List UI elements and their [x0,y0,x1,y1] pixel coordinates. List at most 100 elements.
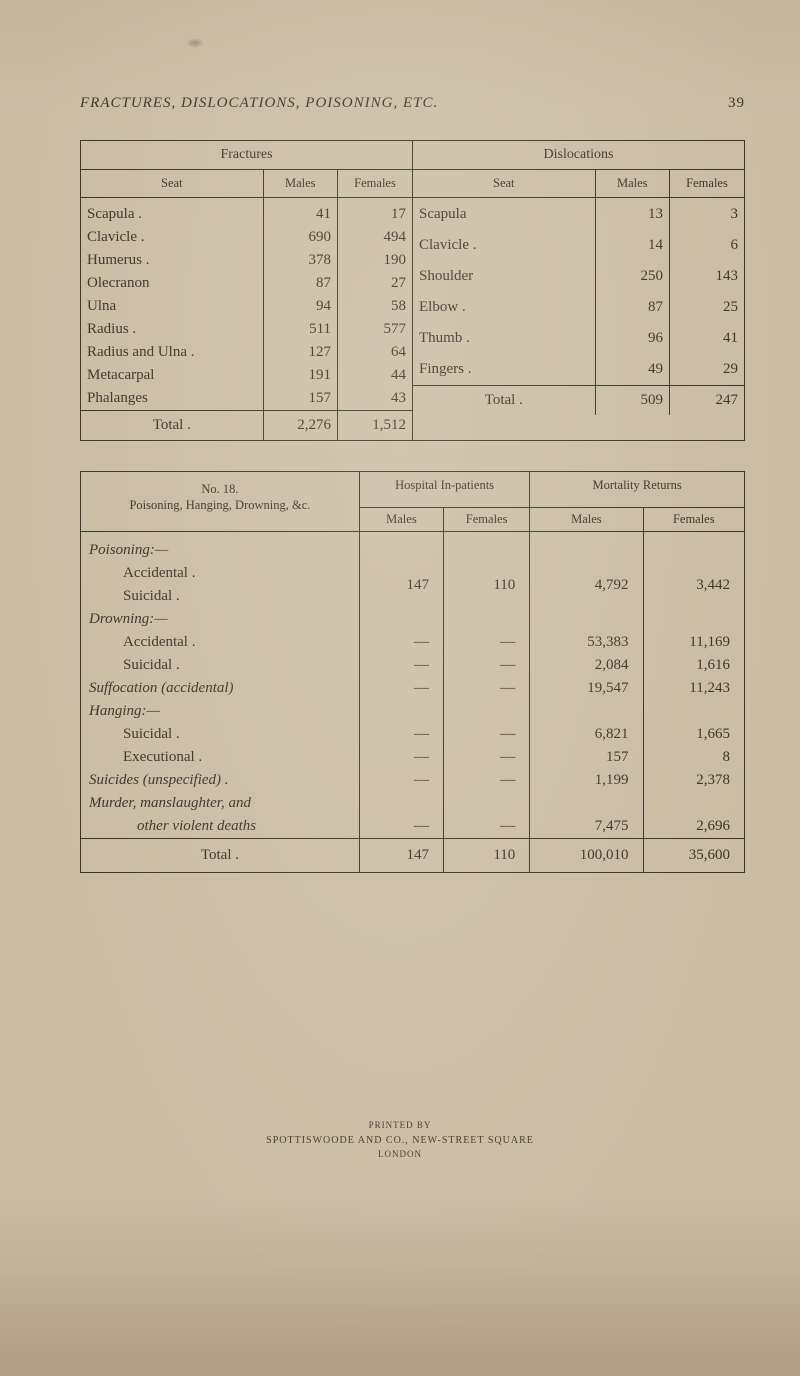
caption-desc: Poisoning, Hanging, Drowning, &c. [85,498,355,514]
table-row: Metacarpal19144 [81,364,412,387]
cell [530,792,643,815]
females: 43 [338,387,412,411]
cell [643,700,744,723]
row-label: Accidental . [81,631,360,654]
row-label: Suicidal . [81,585,360,608]
cell: 110 [443,839,529,873]
cell: — [359,631,443,654]
fractures-heading: Fractures [81,141,412,170]
cell: 157 [530,746,643,769]
row-label: other violent deaths [81,815,360,839]
seat: Clavicle . [413,230,595,261]
cell: — [443,654,529,677]
group-mortality: Mortality Returns [530,472,745,508]
cell [530,532,643,563]
seat: Radius and Ulna . [81,341,263,364]
cell: — [443,769,529,792]
cell [643,608,744,631]
table-row: Scapula .4117 [81,198,412,227]
col-males: Males [595,170,669,198]
row-label: Suicidal . [81,723,360,746]
total-row: Total .2,2761,512 [81,411,412,441]
col-seat: Seat [413,170,595,198]
females: 58 [338,295,412,318]
table-row: Poisoning:— [81,532,745,563]
row-label: Executional . [81,746,360,769]
page-number: 39 [728,95,745,112]
cell [530,608,643,631]
cell: 11,169 [643,631,744,654]
cell: — [359,654,443,677]
table-row: other violent deaths——7,4752,696 [81,815,745,839]
females: 577 [338,318,412,341]
table-row: Suicidal .——6,8211,665 [81,723,745,746]
total-females: 247 [670,386,744,416]
males: 127 [263,341,337,364]
group-hospital: Hospital In-patients [359,472,529,508]
table-row: Drowning:— [81,608,745,631]
females: 29 [670,354,744,386]
table-row: Shoulder250143 [413,261,744,292]
cell: — [443,677,529,700]
table-row: Radius .511577 [81,318,412,341]
females: 6 [670,230,744,261]
seat: Shoulder [413,261,595,292]
table-row: Executional .——1578 [81,746,745,769]
seat: Clavicle . [81,226,263,249]
males: 511 [263,318,337,341]
poisoning-table: No. 18. Poisoning, Hanging, Drowning, &c… [80,471,745,873]
cell: — [359,815,443,839]
col-seat: Seat [81,170,263,198]
table-row: Thumb .9641 [413,323,744,354]
table-row: Elbow .8725 [413,292,744,323]
females: 494 [338,226,412,249]
females: 27 [338,272,412,295]
cell [443,608,529,631]
males: 87 [263,272,337,295]
fractures-table: Fractures Seat Males Females Scapula .41… [81,141,412,440]
sub-females-m: Females [643,508,744,532]
males: 13 [595,198,669,231]
seat: Thumb . [413,323,595,354]
females: 190 [338,249,412,272]
row-label: Drowning:— [81,608,360,631]
table-row: Suffocation (accidental)——19,54711,243 [81,677,745,700]
top-tables: Fractures Seat Males Females Scapula .41… [80,140,745,441]
cell [359,532,443,563]
cell: 6,821 [530,723,643,746]
imprint-line3: LONDON [0,1148,800,1162]
cell: 11,243 [643,677,744,700]
seat: Radius . [81,318,263,341]
caption-no: No. 18. [85,482,355,498]
cell: 100,010 [530,839,643,873]
table-row: Clavicle .146 [413,230,744,261]
males: 157 [263,387,337,411]
table-row: Ulna9458 [81,295,412,318]
females: 64 [338,341,412,364]
males: 378 [263,249,337,272]
seat: Elbow . [413,292,595,323]
cell: — [443,631,529,654]
cell: 53,383 [530,631,643,654]
cell [359,792,443,815]
cell: 1,199 [530,769,643,792]
cell [443,532,529,563]
row-label: Accidental . [81,562,360,585]
cell: 2,696 [643,815,744,839]
page: FRACTURES, DISLOCATIONS, POISONING, ETC.… [0,0,800,1376]
imprint-line2: SPOTTISWOODE AND CO., NEW-STREET SQUARE [0,1133,800,1148]
seat: Metacarpal [81,364,263,387]
cell: — [443,723,529,746]
table-row: Suicidal .——2,0841,616 [81,654,745,677]
row-label: Murder, manslaughter, and [81,792,360,815]
table-row: Suicides (unspecified) .——1,1992,378 [81,769,745,792]
cell: 3,442 [643,562,744,608]
females: 44 [338,364,412,387]
table-row: Scapula133 [413,198,744,231]
table-row: Radius and Ulna .12764 [81,341,412,364]
males: 96 [595,323,669,354]
cell: — [359,677,443,700]
table-row: Accidental .1471104,7923,442 [81,562,745,585]
males: 191 [263,364,337,387]
table-row: Murder, manslaughter, and [81,792,745,815]
